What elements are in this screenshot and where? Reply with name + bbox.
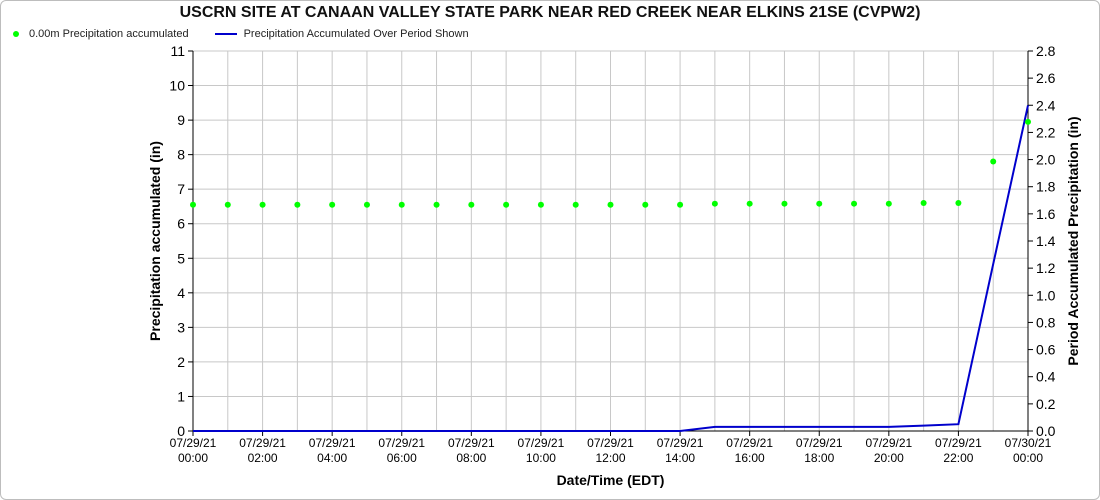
x-tick-date-label: 07/29/21 bbox=[448, 436, 495, 450]
right-y-axis-title: Period Accumulated Precipitation (in) bbox=[1065, 116, 1081, 365]
right-y-tick-label: 1.2 bbox=[1036, 260, 1056, 276]
x-tick-time-label: 00:00 bbox=[178, 451, 208, 465]
x-tick-date-label: 07/30/21 bbox=[1005, 436, 1052, 450]
legend-label-precip-accumulated: 0.00m Precipitation accumulated bbox=[29, 28, 189, 40]
series-point-precip-accumulated bbox=[329, 201, 336, 208]
right-y-tick-label: 0.8 bbox=[1036, 314, 1056, 330]
legend-item-precip-accumulated: 0.00m Precipitation accumulated bbox=[13, 28, 189, 40]
x-tick-time-label: 22:00 bbox=[943, 451, 973, 465]
x-tick-time-label: 16:00 bbox=[735, 451, 765, 465]
right-y-tick-label: 0.6 bbox=[1036, 342, 1056, 358]
left-y-tick-label: 0 bbox=[177, 423, 185, 439]
x-tick-time-label: 06:00 bbox=[387, 451, 417, 465]
x-tick-date-label: 07/29/21 bbox=[239, 436, 286, 450]
x-tick-time-label: 02:00 bbox=[248, 451, 278, 465]
left-y-tick-label: 9 bbox=[177, 112, 185, 128]
series-point-precip-accumulated bbox=[955, 200, 962, 206]
series-point-precip-accumulated bbox=[363, 201, 370, 208]
right-y-tick-label: 1.0 bbox=[1036, 287, 1056, 303]
series-point-precip-accumulated bbox=[1025, 118, 1031, 125]
legend-label-period-accumulated: Precipitation Accumulated Over Period Sh… bbox=[243, 28, 469, 40]
series-point-precip-accumulated bbox=[711, 200, 718, 207]
series-point-precip-accumulated bbox=[781, 200, 788, 207]
right-y-tick-label: 0.2 bbox=[1036, 396, 1056, 412]
left-y-axis-title: Precipitation accumulated (in) bbox=[147, 141, 163, 341]
x-axis-title: Date/Time (EDT) bbox=[557, 472, 665, 488]
x-tick-time-label: 00:00 bbox=[1013, 451, 1043, 465]
left-y-tick-label: 1 bbox=[177, 388, 185, 404]
left-y-tick-label: 3 bbox=[177, 319, 185, 335]
x-tick-time-label: 20:00 bbox=[874, 451, 904, 465]
series-point-precip-accumulated bbox=[816, 200, 823, 207]
series-line-period-accumulated bbox=[193, 105, 1029, 432]
left-y-tick-label: 6 bbox=[177, 216, 185, 232]
x-tick-time-label: 18:00 bbox=[804, 451, 834, 465]
series-point-precip-accumulated bbox=[294, 201, 301, 208]
series-point-precip-accumulated bbox=[920, 200, 927, 206]
legend-swatch-green-dot bbox=[13, 31, 19, 37]
x-tick-date-label: 07/29/21 bbox=[587, 436, 634, 450]
right-y-tick-label: 2.8 bbox=[1036, 43, 1056, 59]
x-tick-date-label: 07/29/21 bbox=[865, 436, 912, 450]
series-point-precip-accumulated bbox=[468, 201, 475, 208]
left-y-tick-label: 5 bbox=[177, 250, 185, 266]
series-point-precip-accumulated bbox=[503, 201, 510, 208]
legend-swatch-blue-line bbox=[214, 33, 237, 35]
series-point-precip-accumulated bbox=[433, 201, 440, 208]
series-point-precip-accumulated bbox=[851, 200, 858, 207]
x-tick-time-label: 12:00 bbox=[595, 451, 625, 465]
series-point-precip-accumulated bbox=[190, 201, 196, 208]
series-point-precip-accumulated bbox=[885, 200, 892, 207]
right-y-tick-label: 2.0 bbox=[1036, 152, 1056, 168]
series-point-precip-accumulated bbox=[537, 201, 544, 208]
series-point-precip-accumulated bbox=[746, 200, 753, 207]
right-y-tick-label: 1.4 bbox=[1036, 233, 1056, 249]
x-tick-date-label: 07/29/21 bbox=[170, 436, 217, 450]
left-y-tick-label: 7 bbox=[177, 181, 185, 197]
chart-legend: 0.00m Precipitation accumulated Precipit… bbox=[13, 28, 495, 40]
right-y-tick-label: 0.0 bbox=[1036, 423, 1056, 439]
series-point-precip-accumulated bbox=[990, 158, 997, 165]
right-y-tick-label: 2.6 bbox=[1036, 70, 1056, 86]
x-tick-time-label: 08:00 bbox=[456, 451, 486, 465]
right-y-tick-label: 2.4 bbox=[1036, 97, 1056, 113]
series-point-precip-accumulated bbox=[259, 201, 266, 208]
x-tick-time-label: 10:00 bbox=[526, 451, 556, 465]
legend-item-period-accumulated: Precipitation Accumulated Over Period Sh… bbox=[214, 28, 469, 40]
x-tick-time-label: 04:00 bbox=[317, 451, 347, 465]
left-y-tick-label: 11 bbox=[170, 43, 185, 59]
left-y-tick-label: 10 bbox=[169, 78, 185, 94]
series-point-precip-accumulated bbox=[398, 201, 405, 208]
x-tick-date-label: 07/29/21 bbox=[378, 436, 425, 450]
series-point-precip-accumulated bbox=[224, 201, 231, 208]
right-y-tick-label: 1.8 bbox=[1036, 179, 1056, 195]
x-tick-date-label: 07/29/21 bbox=[935, 436, 982, 450]
series-point-precip-accumulated bbox=[677, 201, 684, 208]
right-y-tick-label: 1.6 bbox=[1036, 206, 1056, 222]
left-y-tick-label: 4 bbox=[177, 285, 185, 301]
left-y-tick-label: 2 bbox=[177, 354, 185, 370]
right-y-tick-label: 0.4 bbox=[1036, 369, 1056, 385]
x-tick-date-label: 07/29/21 bbox=[518, 436, 565, 450]
x-tick-date-label: 07/29/21 bbox=[796, 436, 843, 450]
series-point-precip-accumulated bbox=[572, 201, 579, 208]
chart-title: USCRN SITE AT CANAAN VALLEY STATE PARK N… bbox=[179, 4, 921, 21]
series-point-precip-accumulated bbox=[642, 201, 649, 208]
x-tick-time-label: 14:00 bbox=[665, 451, 695, 465]
series-point-precip-accumulated bbox=[607, 201, 614, 208]
x-tick-date-label: 07/29/21 bbox=[309, 436, 356, 450]
right-y-tick-label: 2.2 bbox=[1036, 124, 1056, 140]
x-tick-date-label: 07/29/21 bbox=[657, 436, 704, 450]
left-y-tick-label: 8 bbox=[177, 147, 185, 163]
x-tick-date-label: 07/29/21 bbox=[726, 436, 773, 450]
